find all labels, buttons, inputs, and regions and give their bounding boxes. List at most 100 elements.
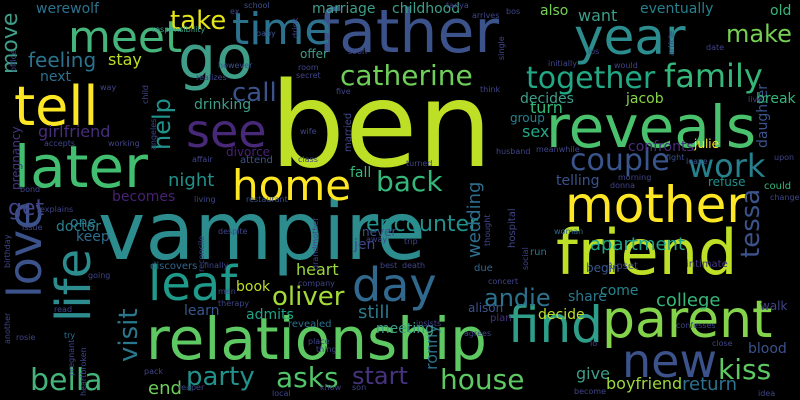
word-fight: fight (666, 153, 685, 162)
word-keep: keep (76, 229, 110, 245)
word-also: also (540, 3, 569, 19)
word-another: another (3, 312, 12, 344)
word-marriage: marriage (312, 1, 376, 17)
word-single: single (497, 36, 506, 60)
word-call: call (232, 78, 277, 108)
word-meanwhile: meanwhile (536, 145, 580, 154)
word-finally: finally (204, 261, 229, 270)
word-go: go (178, 23, 253, 93)
word-social: social (521, 247, 530, 270)
word-concert: concert (488, 277, 519, 286)
word-angeles: angeles (149, 118, 158, 150)
word-local: local (272, 389, 291, 398)
word-hospital: hospital (507, 208, 518, 248)
word-still: still (358, 302, 390, 323)
word-group: group (510, 111, 545, 125)
word-tell: tell (14, 75, 99, 138)
word-birthday: birthday (3, 234, 12, 268)
word-never: never (362, 225, 397, 239)
word-pregnancy: pregnancy (9, 126, 23, 190)
word-best: best (380, 261, 398, 270)
word-come: come (600, 283, 639, 299)
word-turn: turn (530, 98, 563, 117)
word-find: find (508, 296, 603, 354)
word-reveals: reveals (546, 93, 757, 161)
word-next: next (40, 69, 72, 85)
word-stay: stay (108, 50, 142, 69)
word-restaurant: restaurant (246, 195, 288, 204)
word-revealed: revealed (288, 319, 332, 330)
word-woman: woman (554, 227, 584, 236)
word-wedding: wedding (464, 181, 485, 258)
word-bos: bos (506, 7, 521, 16)
word-back: back (376, 165, 443, 198)
word-turned: turned (406, 159, 433, 168)
word-soon: soon (348, 47, 368, 56)
word-childhood: childhood (392, 1, 461, 17)
word-becomes: becomes (112, 189, 176, 205)
word-end: end (148, 378, 182, 399)
word-lo: lo (590, 339, 598, 348)
word-alison: alison (468, 301, 504, 315)
word-julie: julie (694, 137, 719, 151)
word-parent: parent (602, 290, 773, 350)
word-relationship: relationship (146, 305, 487, 373)
word-agrees: agrees (464, 329, 492, 338)
word-catherine: catherine (340, 59, 473, 92)
word-room: room (298, 63, 319, 72)
word-college: college (656, 290, 721, 311)
word-decide: decide (538, 307, 585, 323)
word-andie: andie (484, 284, 551, 312)
word-work: work (688, 147, 766, 185)
word-realizes: realizes (196, 73, 227, 82)
word-grandmother: grandmother (311, 217, 320, 270)
word-new: new (622, 334, 718, 388)
word-kiss: kiss (718, 353, 772, 386)
word-trip: trip (404, 237, 418, 246)
word-men: men (218, 287, 236, 296)
word-issue: issue (22, 223, 43, 232)
word-encounter: encounter (366, 212, 479, 237)
word-meeting: meeting (376, 321, 435, 337)
word-pregnant: pregnant (67, 339, 76, 376)
word-discovers: discovers (150, 261, 198, 272)
word-office: office (9, 50, 18, 72)
word-eventually: eventually (640, 1, 714, 17)
word-due: due (474, 263, 493, 274)
word-responsibility: responsibility (152, 25, 206, 34)
word-girlfriend: girlfriend (38, 122, 111, 141)
word-old: old (770, 3, 792, 19)
word-bond: bond (20, 185, 41, 194)
word-morning: morning (618, 173, 652, 182)
word-day: day (352, 258, 437, 312)
word-meet: meet (68, 12, 183, 63)
word-son: son (352, 383, 367, 392)
word-date: date (706, 43, 725, 52)
word-family: family (664, 57, 763, 95)
word-refuse: refuse (708, 175, 746, 189)
word-read: read (54, 305, 73, 314)
word-vampire: vampire (98, 185, 426, 278)
word-start: start (352, 362, 408, 390)
word-change: change (770, 193, 800, 202)
word-away: away (366, 235, 388, 244)
word-give: give (576, 364, 610, 383)
word-run: run (530, 247, 547, 258)
word-see: see (186, 104, 267, 158)
word-child: child (141, 85, 150, 104)
word-confronts: confronts (628, 139, 694, 155)
word-wife: wife (300, 127, 317, 136)
word-make: make (726, 20, 792, 48)
word-heartbroken: heartbroken (79, 347, 88, 396)
word-live: live (748, 95, 763, 104)
word-arrives: arrives (472, 11, 500, 20)
word-los: los (588, 47, 600, 56)
word-article: article (667, 30, 676, 56)
word-become: become (574, 387, 607, 396)
word-break: break (756, 91, 796, 107)
word-night: night (168, 170, 215, 191)
word-affair: affair (192, 155, 213, 164)
word-place: place (308, 337, 330, 346)
word-married: married (343, 112, 354, 152)
